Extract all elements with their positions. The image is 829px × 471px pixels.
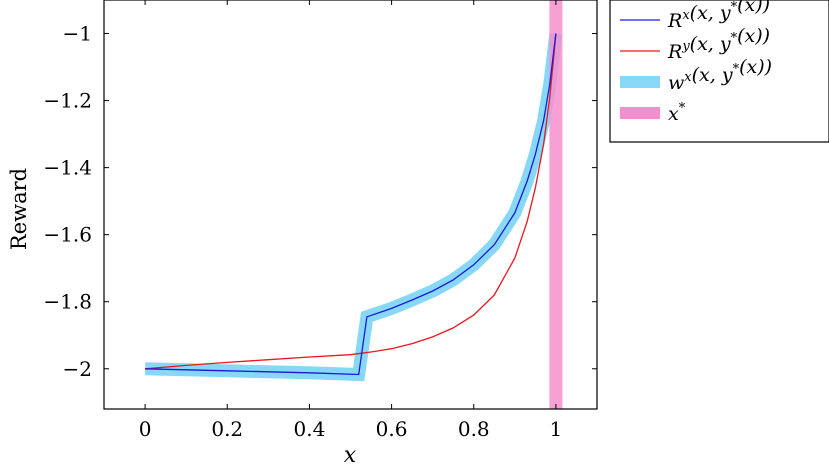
- series-layer: [144, 0, 563, 409]
- y-tick-label: −2: [63, 357, 92, 381]
- series-rx-line: [145, 33, 557, 376]
- x-tick-label: 0.8: [458, 417, 490, 441]
- legend-label: wx(x, y*(x)): [668, 56, 772, 94]
- axis-ticks: 0 0.2 0.4 0.6 0.8 1 −2 −1.8 −1.6 −1.4 −1.2 −1: [43, 0, 597, 441]
- legend: Rx(x, y*(x))Ry(x, y*(x))wx(x, y*(x)) x*: [609, 0, 829, 143]
- x-tick-label: 0.2: [211, 417, 243, 441]
- x-tick-label: 0.4: [294, 417, 326, 441]
- x-tick-label: 0: [139, 417, 152, 441]
- y-axis-label: Reward: [7, 168, 31, 250]
- y-tick-label: −1.6: [43, 223, 92, 247]
- legend-swatch: [620, 107, 660, 119]
- x-tick-label: 1: [550, 417, 563, 441]
- y-tick-label: −1: [63, 22, 92, 46]
- y-tick-label: −1.2: [43, 89, 92, 113]
- legend-label: Ry(x, y*(x)): [667, 25, 770, 63]
- legend-swatch: [620, 76, 660, 88]
- legend-label: x*: [668, 101, 686, 125]
- x-tick-label: 0.6: [376, 417, 408, 441]
- series-xstar-band: [549, 0, 563, 409]
- x-axis-label: x: [344, 443, 357, 468]
- series-ry-line: [145, 33, 557, 370]
- y-tick-label: −1.8: [43, 290, 92, 314]
- series-wx-band: [144, 32, 563, 382]
- legend-label: Rx(x, y*(x)): [667, 0, 770, 32]
- plot-frame: [103, 0, 598, 410]
- y-tick-label: −1.4: [43, 156, 92, 180]
